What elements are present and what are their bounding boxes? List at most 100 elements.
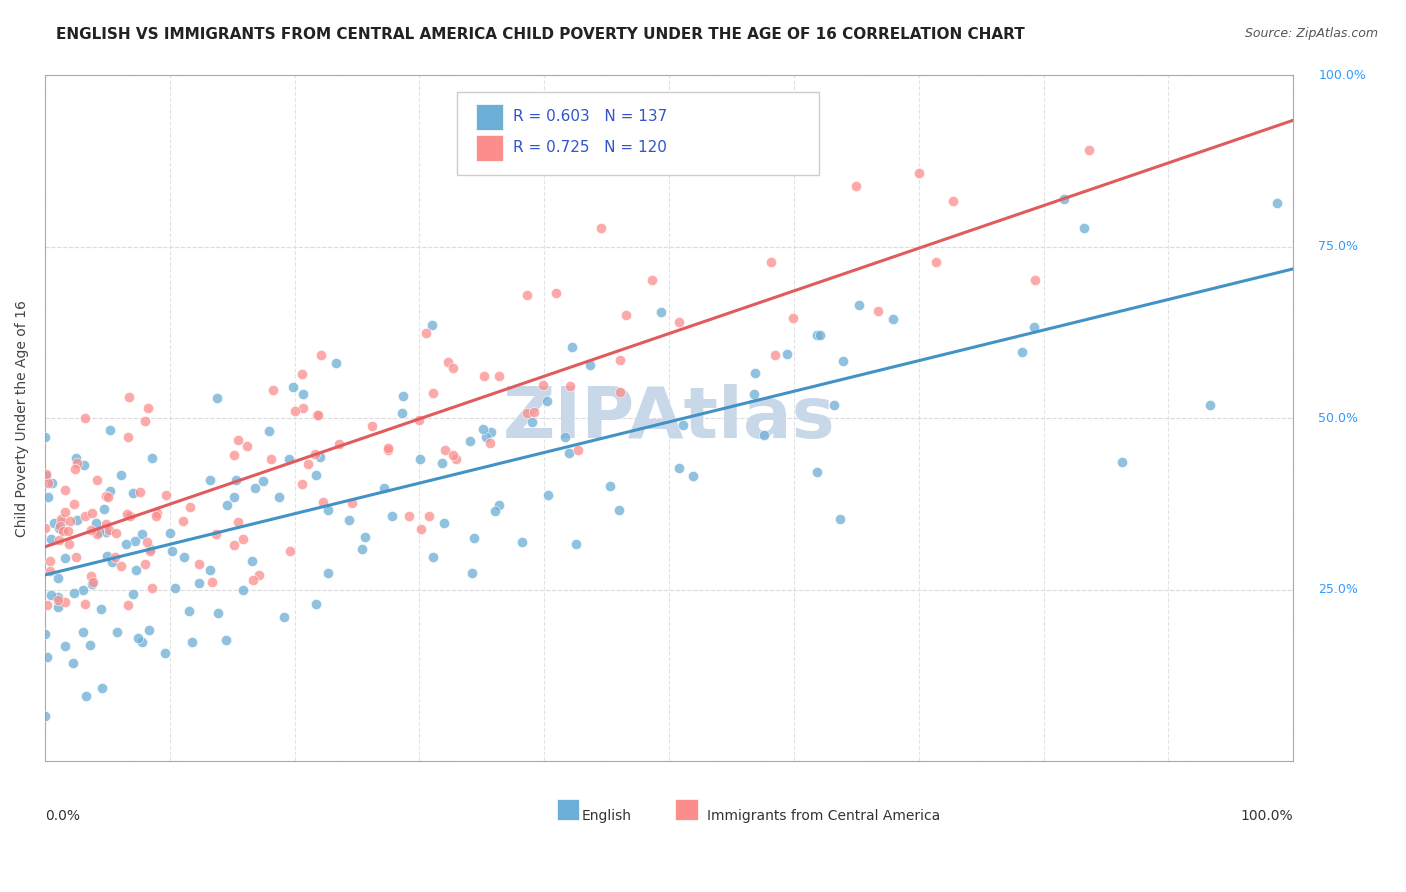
- Point: [80, 507, 103, 521]
- Point: [134, 558, 156, 572]
- Point: [62, 498, 84, 512]
- Point: [292, 387, 315, 401]
- Point: [391, 389, 413, 403]
- Point: [763, 348, 786, 362]
- Point: [72, 582, 94, 597]
- Point: [136, 401, 159, 416]
- Point: [53, 483, 76, 498]
- Point: [418, 509, 440, 524]
- Point: [488, 498, 510, 512]
- Point: [474, 368, 496, 383]
- Point: [104, 550, 127, 565]
- Point: [537, 488, 560, 502]
- Point: [682, 469, 704, 483]
- Point: [316, 502, 339, 516]
- Point: [145, 508, 167, 523]
- Point: [56, 524, 79, 538]
- Point: [437, 355, 460, 369]
- Point: [305, 467, 328, 482]
- Point: [942, 194, 965, 208]
- Point: [141, 451, 163, 466]
- Point: [86, 527, 108, 541]
- Point: [180, 635, 202, 649]
- Text: 25.0%: 25.0%: [1319, 583, 1358, 597]
- Point: [1198, 398, 1220, 412]
- Point: [62, 657, 84, 671]
- Point: [458, 434, 481, 449]
- Point: [422, 386, 444, 401]
- Point: [35, 598, 58, 612]
- Point: [127, 631, 149, 645]
- Point: [97, 490, 120, 504]
- Point: [479, 436, 502, 450]
- Point: [291, 477, 314, 491]
- Point: [96, 516, 118, 531]
- Point: [409, 452, 432, 467]
- Point: [433, 516, 456, 530]
- Point: [107, 624, 129, 639]
- Point: [146, 506, 169, 520]
- Point: [46, 593, 69, 607]
- Point: [53, 640, 76, 654]
- Point: [224, 490, 246, 504]
- Point: [114, 537, 136, 551]
- Point: [37, 490, 59, 504]
- Point: [441, 448, 464, 462]
- Point: [377, 443, 399, 458]
- Point: [37, 650, 59, 665]
- Point: [66, 513, 89, 527]
- Point: [49, 519, 72, 533]
- Point: [520, 415, 543, 429]
- Point: [97, 523, 120, 537]
- Point: [260, 452, 283, 467]
- Point: [215, 633, 238, 648]
- Point: [80, 569, 103, 583]
- Point: [46, 590, 69, 604]
- Point: [172, 514, 194, 528]
- Point: [609, 385, 631, 400]
- Point: [1078, 143, 1101, 157]
- Point: [422, 549, 444, 564]
- Point: [463, 531, 485, 545]
- Point: [398, 508, 420, 523]
- Point: [121, 587, 143, 601]
- Point: [110, 558, 132, 573]
- Point: [105, 526, 128, 541]
- Point: [222, 538, 245, 552]
- Point: [235, 439, 257, 453]
- Point: [907, 166, 929, 180]
- Point: [34, 708, 56, 723]
- Point: [118, 390, 141, 404]
- Point: [207, 607, 229, 621]
- Point: [475, 430, 498, 444]
- Point: [531, 377, 554, 392]
- Point: [37, 475, 59, 490]
- Text: 0.0%: 0.0%: [45, 809, 80, 823]
- Point: [201, 574, 224, 589]
- Point: [461, 566, 484, 580]
- Point: [173, 550, 195, 565]
- Point: [90, 602, 112, 616]
- Point: [291, 367, 314, 381]
- Point: [242, 574, 264, 588]
- Point: [65, 550, 87, 565]
- Point: [806, 465, 828, 479]
- Point: [267, 491, 290, 505]
- Point: [34, 467, 56, 481]
- Point: [516, 406, 538, 420]
- Point: [446, 452, 468, 467]
- Point: [80, 577, 103, 591]
- Point: [35, 469, 58, 483]
- Point: [561, 340, 583, 354]
- Point: [75, 597, 97, 611]
- Point: [1053, 192, 1076, 206]
- Point: [53, 550, 76, 565]
- Point: [187, 576, 209, 591]
- Point: [222, 448, 245, 462]
- Point: [98, 483, 121, 498]
- Point: [309, 450, 332, 464]
- Point: [672, 417, 695, 432]
- Point: [1111, 454, 1133, 468]
- Point: [134, 414, 156, 428]
- Y-axis label: Child Poverty Under the Age of 16: Child Poverty Under the Age of 16: [15, 300, 30, 537]
